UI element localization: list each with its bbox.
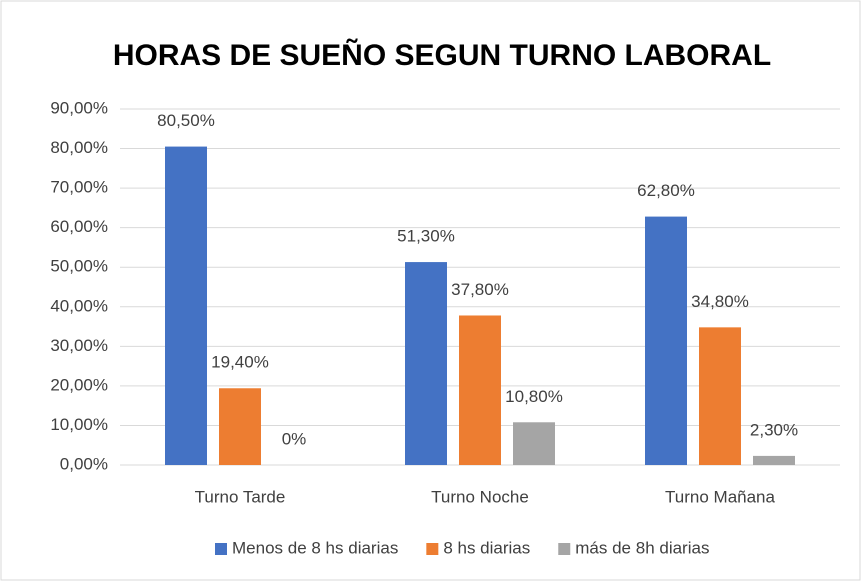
legend-label: Menos de 8 hs diarias bbox=[232, 538, 398, 557]
legend-swatch bbox=[215, 543, 227, 555]
x-tick-label: Turno Tarde bbox=[195, 487, 286, 506]
x-tick-label: Turno Noche bbox=[431, 487, 529, 506]
data-label: 2,30% bbox=[750, 420, 798, 439]
y-tick-label: 70,00% bbox=[50, 178, 108, 197]
bar bbox=[699, 327, 741, 465]
y-tick-label: 0,00% bbox=[60, 454, 108, 473]
y-tick-label: 40,00% bbox=[50, 296, 108, 315]
bar bbox=[645, 216, 687, 465]
data-label: 37,80% bbox=[451, 280, 509, 299]
data-label: 34,80% bbox=[691, 292, 749, 311]
data-label: 51,30% bbox=[397, 227, 455, 246]
bar bbox=[165, 146, 207, 466]
y-tick-label: 10,00% bbox=[50, 415, 108, 434]
data-label: 0% bbox=[282, 429, 307, 448]
bar bbox=[753, 455, 795, 465]
legend-swatch bbox=[558, 543, 571, 555]
chart-title: HORAS DE SUEÑO SEGUN TURNO LABORAL bbox=[113, 38, 771, 72]
bar bbox=[459, 315, 501, 465]
y-tick-label: 30,00% bbox=[50, 336, 108, 355]
y-tick-label: 60,00% bbox=[50, 217, 108, 236]
x-tick-label: Turno Mañana bbox=[665, 487, 775, 506]
data-label: 62,80% bbox=[637, 181, 695, 200]
data-label: 19,40% bbox=[211, 353, 269, 372]
bar bbox=[219, 388, 261, 465]
bar bbox=[405, 262, 447, 465]
y-tick-label: 90,00% bbox=[50, 98, 108, 117]
data-label: 80,50% bbox=[157, 111, 215, 130]
y-tick-label: 50,00% bbox=[50, 257, 108, 276]
data-label: 10,80% bbox=[505, 387, 563, 406]
legend-swatch bbox=[426, 543, 439, 555]
y-tick-label: 80,00% bbox=[50, 138, 108, 157]
bar bbox=[513, 422, 555, 465]
legend-label: 8 hs diarias bbox=[443, 538, 530, 557]
legend-label: más de 8h diarias bbox=[575, 538, 709, 557]
y-tick-label: 20,00% bbox=[50, 375, 108, 394]
